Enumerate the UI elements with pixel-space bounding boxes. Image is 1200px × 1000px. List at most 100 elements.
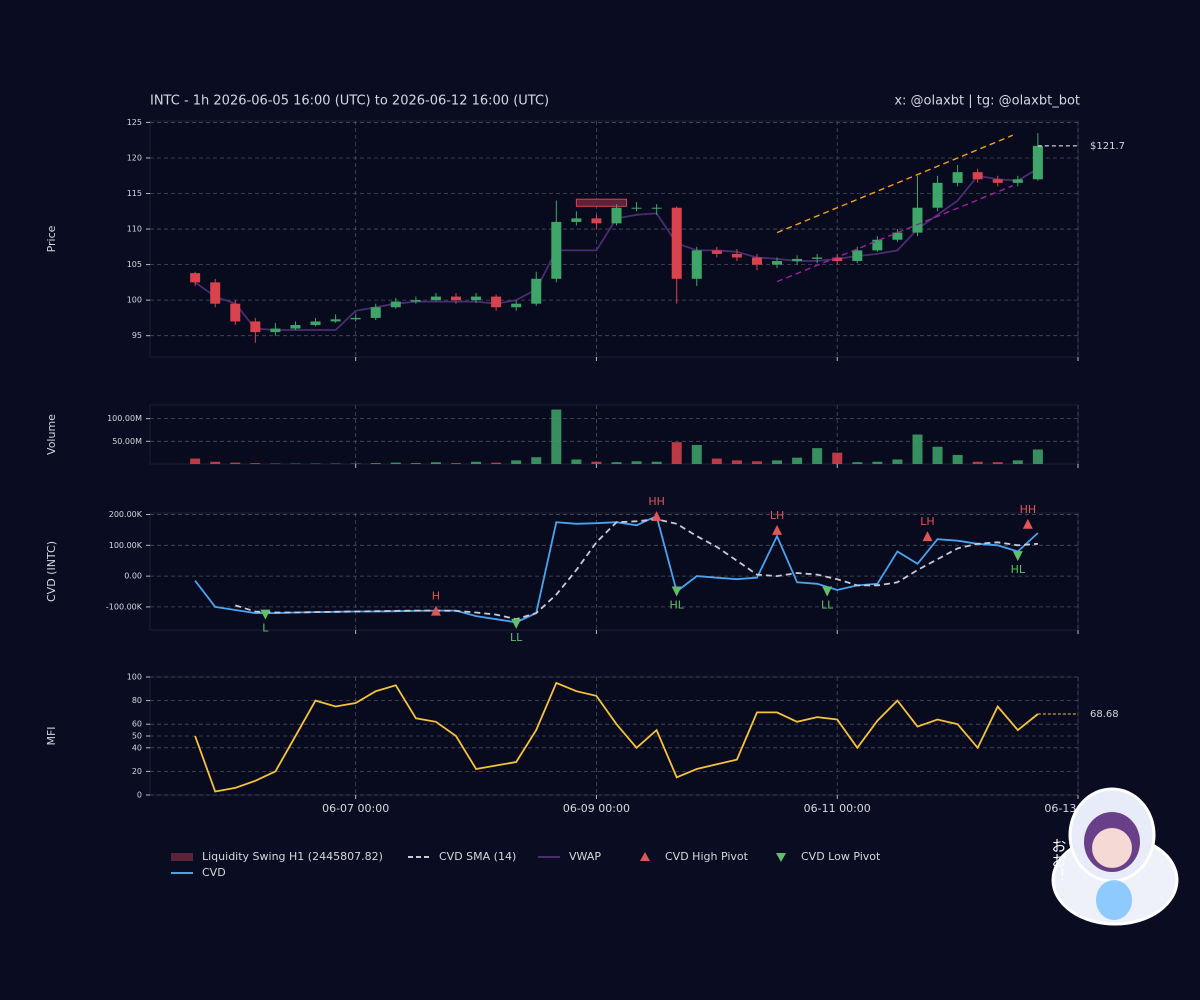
candle-body	[290, 325, 301, 329]
y-tick-label: 100.00K	[109, 541, 143, 550]
candle-body	[491, 296, 502, 308]
volume-bar	[250, 463, 261, 464]
candle-body	[1012, 179, 1023, 183]
pivot-marker	[1012, 551, 1023, 562]
y-tick-label: 120	[127, 153, 142, 162]
pivot-label: LL	[821, 599, 834, 612]
candle-body	[230, 303, 241, 322]
pivot-label: HL	[1011, 563, 1026, 576]
volume-bar	[591, 461, 602, 464]
volume-bar	[611, 462, 622, 464]
volume-bar	[992, 462, 1003, 464]
legend-label: CVD Low Pivot	[801, 850, 881, 863]
candle-body	[210, 282, 221, 304]
volume-bar	[932, 446, 943, 464]
volume-bar	[410, 463, 421, 464]
candle-body	[892, 232, 903, 240]
pivot-label: HH	[1020, 503, 1037, 516]
legend-label: CVD	[202, 866, 226, 879]
pivot-label: LL	[510, 631, 523, 644]
y-tick-label: 95	[132, 331, 142, 340]
volume-bar	[812, 448, 823, 464]
legend-label: CVD High Pivot	[665, 850, 749, 863]
candle-body	[350, 317, 361, 320]
volume-bar	[1032, 449, 1043, 464]
y-tick-label: 80	[132, 696, 142, 705]
pivot-marker	[772, 524, 783, 535]
y-tick-label: 105	[127, 260, 142, 269]
candle-body	[390, 301, 401, 308]
y-axis-label: CVD (INTC)	[45, 541, 58, 602]
legend-label: VWAP	[569, 850, 601, 863]
pivot-marker	[260, 609, 271, 620]
volume-bar	[571, 459, 582, 464]
volume-bar	[230, 462, 241, 464]
y-axis-label: Volume	[45, 414, 58, 455]
candle-body	[370, 307, 381, 318]
y-tick-label: 50.00M	[112, 437, 142, 446]
volume-bar	[450, 463, 461, 464]
legend-label: Liquidity Swing H1 (2445807.82)	[202, 850, 383, 863]
candle-body	[531, 278, 542, 304]
candle-body	[852, 250, 863, 262]
volume-bar	[772, 460, 783, 464]
volume-bar	[892, 459, 903, 464]
y-tick-label: -100.00K	[106, 602, 143, 611]
y-axis-label: Price	[45, 225, 58, 252]
candle-body	[571, 218, 582, 222]
volume-bar	[190, 458, 201, 464]
candle-body	[270, 328, 281, 333]
panel	[149, 512, 1079, 631]
volume-bar	[751, 461, 762, 464]
trendline	[776, 134, 1014, 234]
volume-bar	[711, 458, 722, 464]
pivot-marker	[922, 531, 933, 542]
volume-bar	[631, 461, 642, 464]
candle-body	[250, 321, 261, 333]
candle-body	[812, 257, 823, 259]
y-tick-label: 115	[127, 189, 142, 198]
candle-body	[591, 218, 602, 224]
legend-swatch	[171, 853, 193, 861]
volume-bar	[471, 461, 482, 464]
x-tick-label: 06-11 00:00	[804, 802, 871, 815]
y-tick-label: 100.00M	[107, 414, 142, 423]
candle-body	[471, 296, 482, 301]
volume-bar	[832, 452, 843, 464]
candle-body	[671, 207, 682, 279]
panel	[149, 120, 1079, 358]
y-tick-label: 200.00K	[109, 510, 143, 519]
volume-bar	[651, 461, 662, 464]
y-tick-label: 40	[132, 743, 142, 752]
volume-bar	[872, 461, 883, 464]
last-price-label: $121.7	[1090, 141, 1125, 152]
volume-bar	[671, 442, 682, 464]
sticker-face	[1092, 828, 1132, 868]
volume-bar	[691, 444, 702, 464]
pivot-marker	[651, 511, 662, 522]
candle-body	[992, 179, 1003, 183]
x-tick-label: 06-07 00:00	[322, 802, 389, 815]
sticker-text: おお！	[1050, 838, 1068, 883]
legend: Liquidity Swing H1 (2445807.82) CVD SMA (…	[171, 850, 881, 879]
y-axis-label: MFI	[45, 726, 58, 745]
pivot-label: LH	[770, 509, 784, 522]
candle-body	[792, 258, 803, 262]
volume-bar	[370, 463, 381, 464]
volume-bar	[390, 462, 401, 464]
candle-body	[952, 172, 963, 183]
volume-bar	[952, 454, 963, 464]
volume-bar	[491, 462, 502, 464]
y-tick-label: 0	[137, 791, 142, 800]
pivot-marker	[671, 586, 682, 597]
volume-bar	[430, 462, 441, 464]
volume-bar	[551, 409, 562, 464]
pivot-marker	[430, 605, 441, 616]
y-tick-label: 100	[127, 296, 142, 305]
volume-bar	[531, 457, 542, 464]
legend-label: CVD SMA (14)	[439, 850, 516, 863]
pivot-label: L	[262, 622, 269, 635]
candle-body	[912, 207, 923, 233]
volume-bar	[1012, 460, 1023, 464]
